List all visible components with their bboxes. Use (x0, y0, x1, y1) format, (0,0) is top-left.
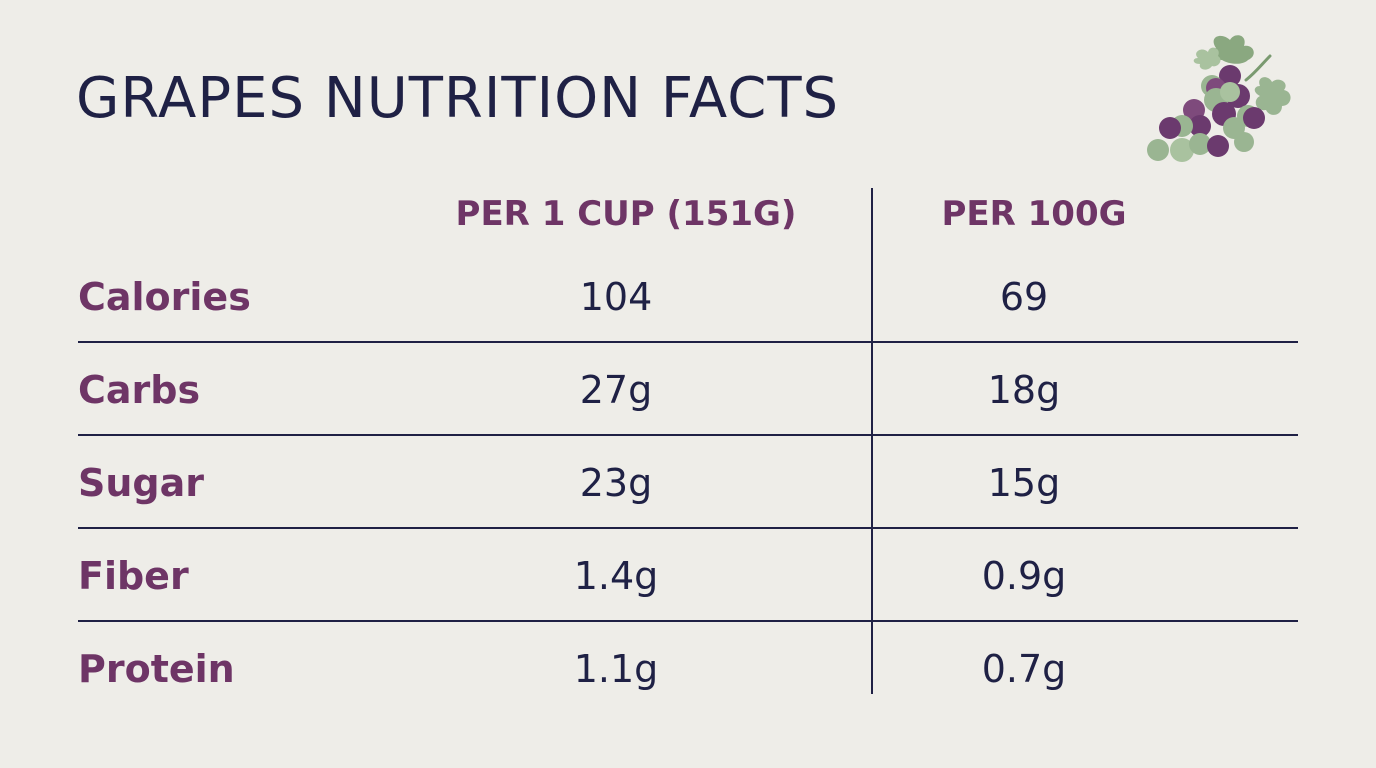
row-label-sugar: Sugar (78, 461, 205, 505)
row-label-carbs: Carbs (78, 368, 201, 412)
row-divider (78, 527, 1298, 529)
row-divider (78, 620, 1298, 622)
sugar-per-cup: 23g (579, 461, 653, 505)
row-divider (78, 434, 1298, 436)
column-header-per-100g: PER 100G (941, 194, 1127, 234)
column-divider (871, 188, 873, 694)
row-label-calories: Calories (78, 275, 251, 319)
page-title: GRAPES NUTRITION FACTS (76, 66, 840, 131)
carbs-per-100g: 18g (987, 368, 1061, 412)
calories-per-100g: 69 (999, 275, 1049, 319)
carbs-per-cup: 27g (579, 368, 653, 412)
row-label-protein: Protein (78, 647, 235, 691)
calories-per-cup: 104 (579, 275, 653, 319)
fiber-per-100g: 0.9g (981, 554, 1067, 598)
fiber-per-cup: 1.4g (573, 554, 659, 598)
row-divider (78, 341, 1298, 343)
column-header-per-cup: PER 1 CUP (151G) (455, 194, 797, 234)
protein-per-cup: 1.1g (573, 647, 659, 691)
sugar-per-100g: 15g (987, 461, 1061, 505)
row-label-fiber: Fiber (78, 554, 189, 598)
protein-per-100g: 0.7g (981, 647, 1067, 691)
grape-bunch-icon (1147, 35, 1291, 162)
